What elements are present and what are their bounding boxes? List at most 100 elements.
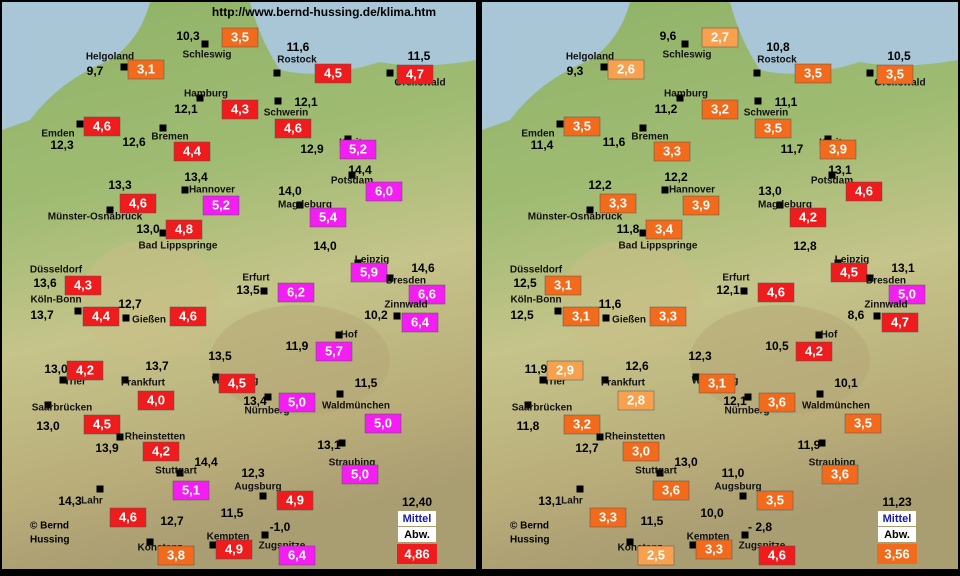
anomaly-value: 4,9 xyxy=(286,492,304,507)
station-name: Gießen xyxy=(612,315,646,326)
station-temp: 12,3 xyxy=(50,138,74,152)
station-name: Emden xyxy=(41,129,74,140)
sea xyxy=(2,2,150,130)
station-temp: 12,7 xyxy=(160,514,184,528)
station-marker xyxy=(259,492,267,500)
anomaly-value: 5,9 xyxy=(360,264,378,279)
anomaly-box xyxy=(276,490,314,511)
station-temp: 13,5 xyxy=(208,349,232,363)
station-temp: 11,5 xyxy=(221,506,244,520)
anomaly-value: 3,3 xyxy=(663,143,681,158)
station-marker xyxy=(116,433,124,441)
anomaly-box xyxy=(119,193,157,214)
anomaly-value: 3,6 xyxy=(831,466,849,481)
station-temp: 13,3 xyxy=(108,178,132,192)
station-marker xyxy=(121,376,129,384)
station-temp: 12,3 xyxy=(688,349,712,363)
mean-label-box xyxy=(878,511,916,526)
station-marker xyxy=(873,312,881,320)
station-name: Potsdam xyxy=(331,176,373,187)
anomaly-box xyxy=(364,413,402,434)
station-name: Augsburg xyxy=(234,482,281,493)
station-name: Nürnberg xyxy=(245,406,290,417)
anomaly-box xyxy=(83,116,121,137)
station-temp: 11,6 xyxy=(599,297,622,311)
station-name: Saarbrücken xyxy=(512,403,573,414)
station-marker xyxy=(524,401,532,409)
station-temp: 9,6 xyxy=(660,29,677,43)
station-marker xyxy=(386,69,394,77)
station-name: Lahr xyxy=(561,496,583,507)
station-temp: 11,7 xyxy=(781,142,804,156)
anomaly-box xyxy=(563,414,601,435)
credit: © Bernd xyxy=(510,521,549,532)
anomaly-value: 3,3 xyxy=(659,308,677,323)
anomaly-value: 4,4 xyxy=(92,308,111,323)
station-marker xyxy=(176,469,184,477)
station-marker xyxy=(96,485,104,493)
mean-anomaly-box xyxy=(877,544,917,564)
anomaly-value: 3,3 xyxy=(705,541,723,556)
station-temp: 13,1 xyxy=(538,494,562,508)
credit: Hussing xyxy=(510,535,549,546)
station-temp: 13,0 xyxy=(36,419,60,433)
station-marker xyxy=(596,433,604,441)
anomaly-value: 4,6 xyxy=(284,120,302,135)
station-temp: 14,6 xyxy=(411,261,435,275)
abw-label: Abw. xyxy=(884,529,910,541)
station-marker xyxy=(601,376,609,384)
station-marker xyxy=(866,274,874,282)
station-temp: 12,6 xyxy=(625,359,649,373)
station-temp: 13,1 xyxy=(891,261,915,275)
station-temp: 12,1 xyxy=(174,102,198,116)
anomaly-box xyxy=(215,539,253,560)
station-temp: 11,6 xyxy=(603,135,626,149)
anomaly-value: 4,6 xyxy=(767,284,785,299)
station-temp: 10,8 xyxy=(766,40,790,54)
station-temp: -1,0 xyxy=(270,520,291,534)
station-marker xyxy=(260,287,268,295)
anomaly-box xyxy=(888,284,926,305)
anomaly-value: 6,6 xyxy=(418,286,436,301)
anomaly-box xyxy=(758,545,796,566)
station-name: Düsseldorf xyxy=(510,265,563,276)
anomaly-box xyxy=(339,139,377,160)
station-temp: 13,0 xyxy=(758,184,782,198)
anomaly-value: 3,5 xyxy=(231,29,249,44)
station-name: Straubing xyxy=(809,458,856,469)
station-name: Hof xyxy=(341,330,358,341)
station-name: Emden xyxy=(521,129,554,140)
sea xyxy=(482,2,630,130)
station-temp: 10,1 xyxy=(834,376,858,390)
station-name: Bremen xyxy=(631,132,668,143)
station-marker xyxy=(212,373,220,381)
anomaly-value: 3,6 xyxy=(662,482,680,497)
anomaly-value: 3,5 xyxy=(854,415,872,430)
anomaly-box xyxy=(309,207,347,228)
anomaly-box xyxy=(821,464,859,485)
anomaly-box xyxy=(756,490,794,511)
station-marker xyxy=(44,401,52,409)
anomaly-box xyxy=(64,275,102,296)
anomaly-box xyxy=(278,545,316,566)
anomaly-box xyxy=(599,193,637,214)
anomaly-value: 3,5 xyxy=(766,492,784,507)
anomaly-box xyxy=(794,63,832,84)
station-temp: 12,9 xyxy=(300,142,324,156)
anomaly-box xyxy=(819,139,857,160)
station-temp: 11,5 xyxy=(355,376,378,390)
mean-anomaly: 4,86 xyxy=(404,546,429,561)
station-marker xyxy=(676,94,684,102)
anomaly-box xyxy=(218,373,256,394)
station-temp: 13,4 xyxy=(184,170,208,184)
mean-label: Mittel xyxy=(883,513,912,525)
station-name: Schleswig xyxy=(663,50,712,61)
station-marker xyxy=(815,331,823,339)
anomaly-box xyxy=(83,414,121,435)
station-name: Waldmünchen xyxy=(322,401,390,412)
station-temp: 11,8 xyxy=(617,222,640,236)
station-temp: 13,0 xyxy=(44,362,68,376)
station-marker xyxy=(740,287,748,295)
station-name: Bad Lippspringe xyxy=(139,241,218,252)
